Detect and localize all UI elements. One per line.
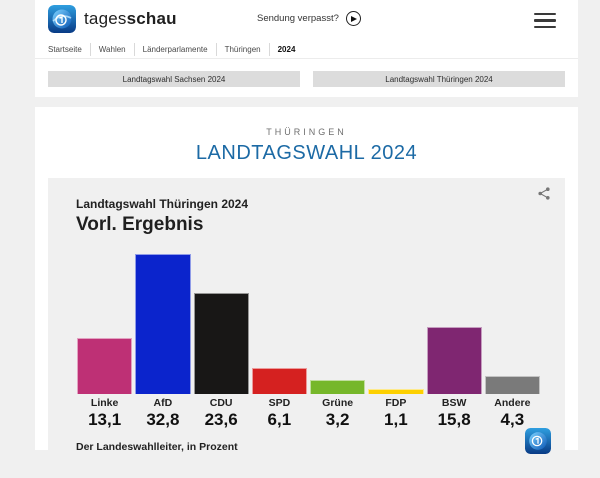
content-column: tagesschau Sendung verpasst? Startseite … <box>35 0 578 478</box>
bar-column-fdp: FDP 1,1 <box>368 244 424 430</box>
bar-label: Andere <box>494 397 531 409</box>
bar-area <box>368 244 424 394</box>
bar-label: SPD <box>268 397 291 409</box>
chart-source-note: Der Landeswahlleiter, in Prozent <box>76 441 238 453</box>
menu-icon[interactable] <box>534 13 556 29</box>
share-icon[interactable] <box>538 187 550 200</box>
bar-value: 23,6 <box>204 410 238 429</box>
header-divider <box>35 58 578 59</box>
site-header: tagesschau Sendung verpasst? Startseite … <box>35 0 578 97</box>
bar-area <box>310 244 366 394</box>
chart-supertitle: Landtagswahl Thüringen 2024 <box>76 197 249 211</box>
sendung-verpasst-label: Sendung verpasst? <box>257 13 339 24</box>
bar-spd <box>251 368 307 394</box>
breadcrumb-item-2024[interactable]: 2024 <box>277 44 296 54</box>
brand-wordmark: tagesschau <box>84 9 177 28</box>
bar-label: Grüne <box>322 397 354 409</box>
bar-bsw <box>426 327 482 394</box>
main-section: THÜRINGEN LANDTAGSWAHL 2024 Landtagswahl… <box>35 107 578 478</box>
bar-grüne <box>310 380 366 394</box>
bar-linke <box>77 338 133 394</box>
bar-value: 3,2 <box>325 410 350 429</box>
bar-label: Linke <box>90 397 119 409</box>
header-top-row: tagesschau Sendung verpasst? <box>35 0 578 40</box>
bar-area <box>77 244 133 394</box>
bar-label: FDP <box>385 397 407 409</box>
play-icon[interactable] <box>345 11 361 26</box>
breadcrumb-item-wahlen[interactable]: Wahlen <box>91 42 135 56</box>
bar-fdp <box>368 389 424 394</box>
bar-area <box>426 244 482 394</box>
bar-value: 1,1 <box>384 410 408 429</box>
bar-label: AfD <box>153 397 173 409</box>
election-switch-row: Landtagswahl Sachsen 2024 Landtagswahl T… <box>35 59 578 87</box>
bar-afd <box>135 254 191 394</box>
bar-column-bsw: BSW 15,8 <box>426 244 482 430</box>
bar-andere <box>484 376 540 394</box>
bar-value: 13,1 <box>88 410 122 429</box>
sendung-verpasst-link[interactable]: Sendung verpasst? <box>257 11 361 26</box>
bar-value: 32,8 <box>146 410 180 429</box>
breadcrumb-item-startseite[interactable]: Startseite <box>48 42 91 56</box>
bar-cdu <box>193 293 249 394</box>
bar-area <box>135 244 191 394</box>
bar-value: 15,8 <box>437 410 471 429</box>
tagesschau-logo-icon <box>48 5 76 33</box>
bar-area <box>193 244 249 394</box>
page-kicker: THÜRINGEN <box>266 127 347 137</box>
breadcrumb-item-thueringen[interactable]: Thüringen <box>217 42 270 56</box>
result-chart-card: Landtagswahl Thüringen 2024 Vorl. Ergebn… <box>48 178 565 478</box>
breadcrumb-item-laenderparlamente[interactable]: Länderparlamente <box>135 42 217 56</box>
page-title: LANDTAGSWAHL 2024 <box>195 142 418 164</box>
chart-title: Vorl. Ergebnis <box>76 214 204 235</box>
bar-column-spd: SPD 6,1 <box>251 244 307 430</box>
button-landtagswahl-thueringen[interactable]: Landtagswahl Thüringen 2024 <box>313 71 565 87</box>
bar-value: 6,1 <box>267 410 292 429</box>
button-landtagswahl-sachsen[interactable]: Landtagswahl Sachsen 2024 <box>48 71 300 87</box>
bar-label: BSW <box>441 397 467 409</box>
tagesschau-watermark-icon <box>525 428 551 454</box>
bar-column-andere: Andere 4,3 <box>484 244 540 430</box>
bar-column-afd: AfD 32,8 <box>135 244 191 430</box>
bar-label: CDU <box>209 397 233 409</box>
bar-chart: Linke 13,1 AfD 32,8 CDU 23,6 SPD 6,1 Grüne 3,2 FDP… <box>77 244 540 430</box>
bar-area <box>251 244 307 394</box>
bar-column-linke: Linke 13,1 <box>77 244 133 430</box>
bar-area <box>484 244 540 394</box>
tagesschau-logo-link[interactable]: tagesschau <box>48 5 177 33</box>
bar-column-grüne: Grüne 3,2 <box>310 244 366 430</box>
bar-column-cdu: CDU 23,6 <box>193 244 249 430</box>
breadcrumb: Startseite Wahlen Länderparlamente Thüri… <box>35 40 578 58</box>
bar-value: 4,3 <box>500 410 525 429</box>
